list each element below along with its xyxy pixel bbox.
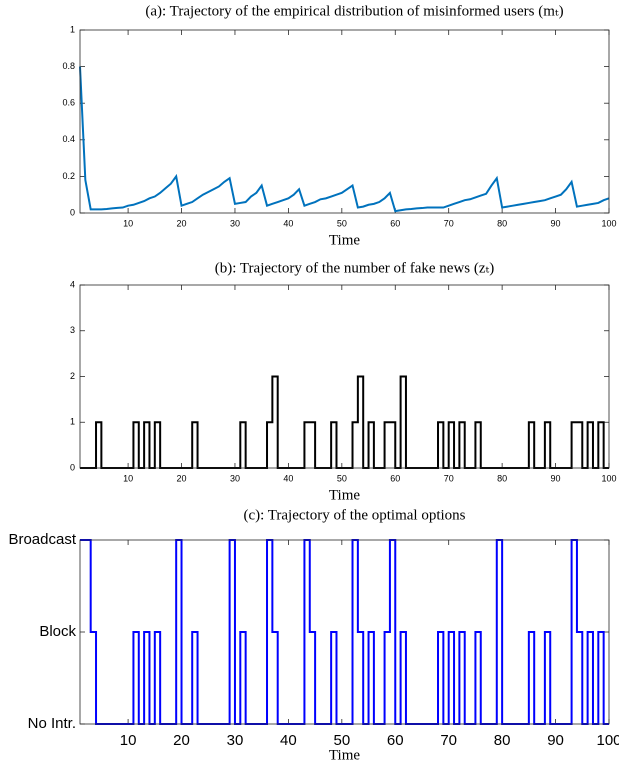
axes-box xyxy=(79,29,610,214)
y-tick-label: 0 xyxy=(70,462,75,472)
x-tick-label: 60 xyxy=(387,732,404,749)
axes-box xyxy=(79,284,610,469)
x-tick-label: 60 xyxy=(390,473,400,483)
data-line xyxy=(79,66,610,213)
y-tick-label: 4 xyxy=(70,279,75,289)
y-tick-label: 0 xyxy=(70,207,75,217)
chart-title: (b): Trajectory of the number of fake ne… xyxy=(215,260,494,276)
x-tick-label: 100 xyxy=(596,732,619,749)
x-tick-label: 40 xyxy=(283,473,293,483)
x-axis-label: Time xyxy=(329,232,360,248)
x-tick-label: 50 xyxy=(337,218,347,228)
x-tick-label: 100 xyxy=(601,218,616,228)
y-tick-label: 0.2 xyxy=(62,171,75,181)
x-tick-label: 30 xyxy=(227,732,244,749)
x-tick-label: 100 xyxy=(601,473,616,483)
x-tick-label: 40 xyxy=(280,732,297,749)
x-tick-label: 30 xyxy=(230,473,240,483)
x-tick-label: 90 xyxy=(551,473,561,483)
y-tick-label: 3 xyxy=(70,325,75,335)
x-axis-label: Time xyxy=(329,747,360,763)
x-tick-label: 50 xyxy=(337,473,347,483)
step-line xyxy=(80,539,609,725)
y-tick-label: 1 xyxy=(70,24,75,34)
x-tick-label: 70 xyxy=(444,473,454,483)
y-tick-label: 0.6 xyxy=(62,98,75,108)
x-tick-label: 10 xyxy=(123,473,133,483)
x-tick-label: 20 xyxy=(173,732,190,749)
x-tick-label: 40 xyxy=(283,218,293,228)
x-tick-label: 70 xyxy=(444,218,454,228)
chart-title: (a): Trajectory of the empirical distrib… xyxy=(145,3,563,19)
x-axis-label: Time xyxy=(329,487,360,503)
y-tick-label: Block xyxy=(39,623,76,640)
x-tick-label: 20 xyxy=(177,473,187,483)
x-tick-label: 50 xyxy=(333,732,350,749)
step-line xyxy=(80,375,609,469)
x-tick-label: 30 xyxy=(230,218,240,228)
x-tick-label: 90 xyxy=(547,732,564,749)
y-tick-label: 1 xyxy=(70,417,75,427)
y-tick-label: 0.8 xyxy=(62,61,75,71)
x-tick-label: 20 xyxy=(177,218,187,228)
x-tick-label: 80 xyxy=(497,473,507,483)
x-tick-label: 90 xyxy=(551,218,561,228)
y-tick-label: No Intr. xyxy=(28,715,76,732)
axes-box xyxy=(79,539,610,725)
x-tick-label: 10 xyxy=(123,218,133,228)
x-tick-label: 80 xyxy=(497,218,507,228)
y-tick-label: 2 xyxy=(70,371,75,381)
x-tick-label: 70 xyxy=(440,732,457,749)
chart-title: (c): Trajectory of the optimal options xyxy=(243,507,465,523)
x-tick-label: 80 xyxy=(494,732,511,749)
y-tick-label: 0.4 xyxy=(62,134,75,144)
y-tick-label: Broadcast xyxy=(8,531,76,548)
x-tick-label: 60 xyxy=(390,218,400,228)
x-tick-label: 10 xyxy=(120,732,137,749)
